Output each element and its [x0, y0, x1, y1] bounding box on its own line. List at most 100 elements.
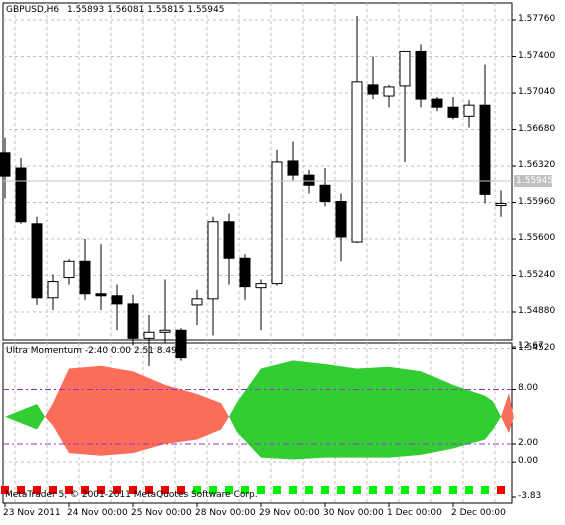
candle-body: [495, 203, 507, 207]
bull-signal: [449, 486, 457, 494]
indicator-tick-label: -3.83: [518, 491, 542, 501]
candle-body: [431, 98, 443, 108]
price-tick-label: 1.55960: [518, 196, 556, 207]
candle-body: [207, 221, 219, 300]
candle-body: [223, 221, 235, 259]
bull-signal: [209, 486, 217, 494]
bull-signal: [193, 486, 201, 494]
price-tick-label: 1.57760: [518, 14, 556, 24]
time-tick-label: 28 Nov 00:00: [195, 508, 256, 518]
bull-signal: [465, 486, 473, 494]
bull-signal: [273, 486, 281, 494]
bear-signal: [161, 486, 169, 494]
current-price-tag: 1.55945: [514, 175, 554, 187]
bear-signal: [17, 486, 25, 494]
indicator-tick-label: 2.00: [518, 438, 539, 448]
candlestick-series: [0, 15, 507, 366]
bear-signal: [49, 486, 57, 494]
bull-signal: [369, 486, 377, 494]
candle-body: [399, 50, 411, 87]
candle-body: [143, 331, 155, 339]
bear-signal: [113, 486, 121, 494]
price-tick-label: 1.55240: [518, 269, 556, 280]
candle-body: [15, 167, 27, 223]
candle-body: [127, 303, 139, 339]
price-tick-label: 1.54520: [518, 342, 556, 353]
bull-signal: [305, 486, 313, 494]
candle-body: [63, 260, 75, 279]
bull-signal: [337, 486, 345, 494]
time-tick-label: 25 Nov 00:00: [131, 508, 192, 518]
bear-signal: [177, 486, 185, 494]
bull-signal: [257, 486, 265, 494]
axis-ticks: [4, 19, 516, 507]
candle-body: [111, 295, 123, 305]
copyright-label: MetaTrader 5, © 2001-2011 MetaQuotes Sof…: [5, 490, 258, 500]
candle-body: [463, 104, 475, 117]
bull-signal: [241, 486, 249, 494]
candle-body: [287, 160, 299, 176]
bull-signal: [289, 486, 297, 494]
bear-momentum-area: [45, 365, 229, 456]
bull-signal: [417, 486, 425, 494]
bull-momentum-area: [229, 360, 501, 460]
bear-momentum-area: [501, 393, 514, 434]
bear-signal: [129, 486, 137, 494]
ohlc-label: 1.55893 1.56081 1.55815 1.55945: [67, 5, 225, 15]
indicator-tick-label: 12.67: [518, 341, 544, 351]
bull-signal: [225, 486, 233, 494]
price-tick-label: 1.56320: [518, 160, 556, 170]
candle-body: [95, 293, 107, 297]
indicator-label: Ultra Momentum -2.40 0.00 2.51 8.49: [6, 346, 177, 356]
candle-body: [0, 152, 11, 177]
candle-body: [191, 298, 203, 306]
candle-body: [255, 283, 267, 289]
time-tick-label: 1 Dec 00:00: [387, 508, 442, 518]
bull-signal: [433, 486, 441, 494]
candle-body: [239, 257, 251, 288]
candle-body: [479, 104, 491, 195]
price-tick-label: 1.54880: [518, 306, 556, 316]
price-tick-label: 1.57400: [518, 50, 556, 61]
price-tick-label: 1.57040: [518, 87, 556, 97]
bear-signal: [33, 486, 41, 494]
signal-markers: [1, 486, 505, 494]
bear-signal: [81, 486, 89, 494]
bull-signal: [481, 486, 489, 494]
price-tick-label: 1.56680: [518, 123, 556, 134]
indicator-tick-label: 8.00: [518, 383, 539, 394]
candle-body: [351, 81, 363, 243]
bull-signal: [353, 486, 361, 494]
time-tick-label: 2 Dec 00:00: [451, 508, 506, 518]
price-tick-label: 1.55600: [518, 233, 556, 243]
candle-body: [335, 200, 347, 238]
bear-signal: [65, 486, 73, 494]
momentum-histogram: [5, 360, 514, 460]
candle-body: [271, 161, 283, 285]
time-tick-label: 29 Nov 00:00: [259, 508, 320, 518]
time-tick-label: 23 Nov 2011: [3, 508, 61, 518]
time-tick-label: 24 Nov 00:00: [67, 508, 128, 518]
candle-body: [47, 281, 59, 299]
candle-body: [415, 50, 427, 100]
indicator-levels: [3, 388, 512, 445]
candle-body: [303, 174, 315, 186]
candle-body: [31, 223, 43, 299]
bear-signal: [1, 486, 9, 494]
candle-body: [383, 86, 395, 97]
candle-body: [319, 184, 331, 202]
indicator-tick-label: 0.00: [518, 456, 539, 467]
bull-signal: [321, 486, 329, 494]
candle-body: [447, 106, 459, 118]
bear-signal: [145, 486, 153, 494]
candle-body: [159, 329, 171, 333]
candle-body: [175, 329, 187, 359]
bull-signal: [401, 486, 409, 494]
bear-signal: [497, 486, 505, 494]
candle-body: [79, 260, 91, 295]
bull-signal: [385, 486, 393, 494]
symbol-label: GBPUSD,H6: [6, 5, 60, 15]
time-tick-label: 30 Nov 00:00: [323, 508, 384, 518]
bull-momentum-area: [5, 404, 45, 430]
